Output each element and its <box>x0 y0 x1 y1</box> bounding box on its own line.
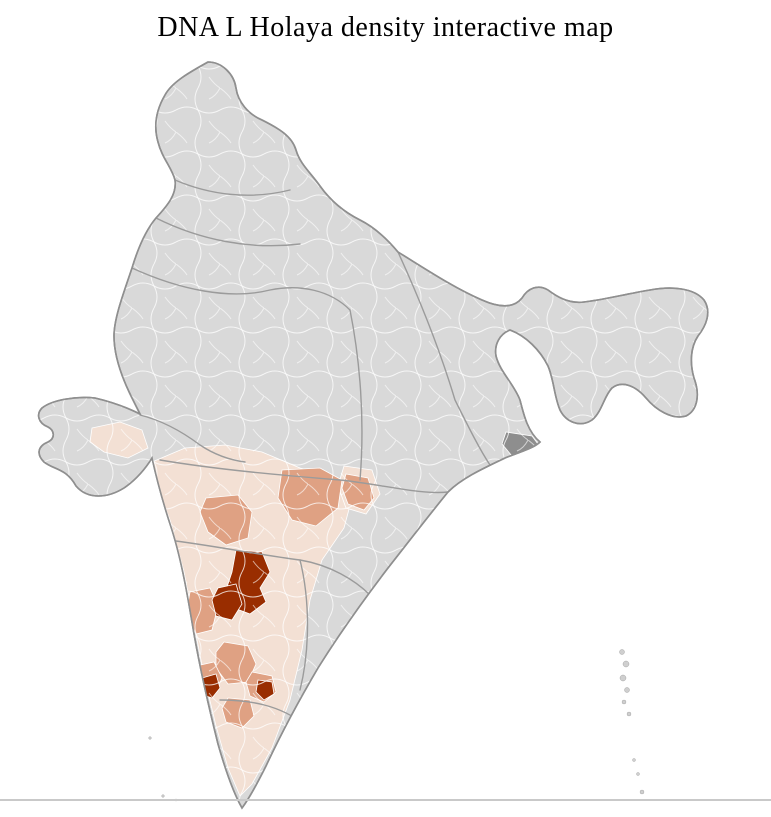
island[interactable] <box>626 711 632 717</box>
island[interactable] <box>619 674 627 682</box>
state-boundaries <box>131 179 491 726</box>
lakshadweep-islands[interactable] <box>148 736 178 802</box>
district-borders-texture <box>38 62 708 808</box>
island[interactable] <box>161 794 165 798</box>
density-layer[interactable] <box>0 40 771 817</box>
island[interactable] <box>622 660 630 668</box>
bottom-divider <box>0 799 771 801</box>
island[interactable] <box>624 687 630 693</box>
page-title: DNA L Holaya density interactive map <box>157 12 614 43</box>
india-outline-stroke <box>37 61 709 810</box>
island[interactable] <box>619 649 625 655</box>
island[interactable] <box>636 772 640 776</box>
island[interactable] <box>148 736 152 740</box>
island[interactable] <box>639 789 645 795</box>
island[interactable] <box>632 758 636 762</box>
andaman-nicobar-islands[interactable] <box>619 649 645 795</box>
island[interactable] <box>621 699 627 705</box>
